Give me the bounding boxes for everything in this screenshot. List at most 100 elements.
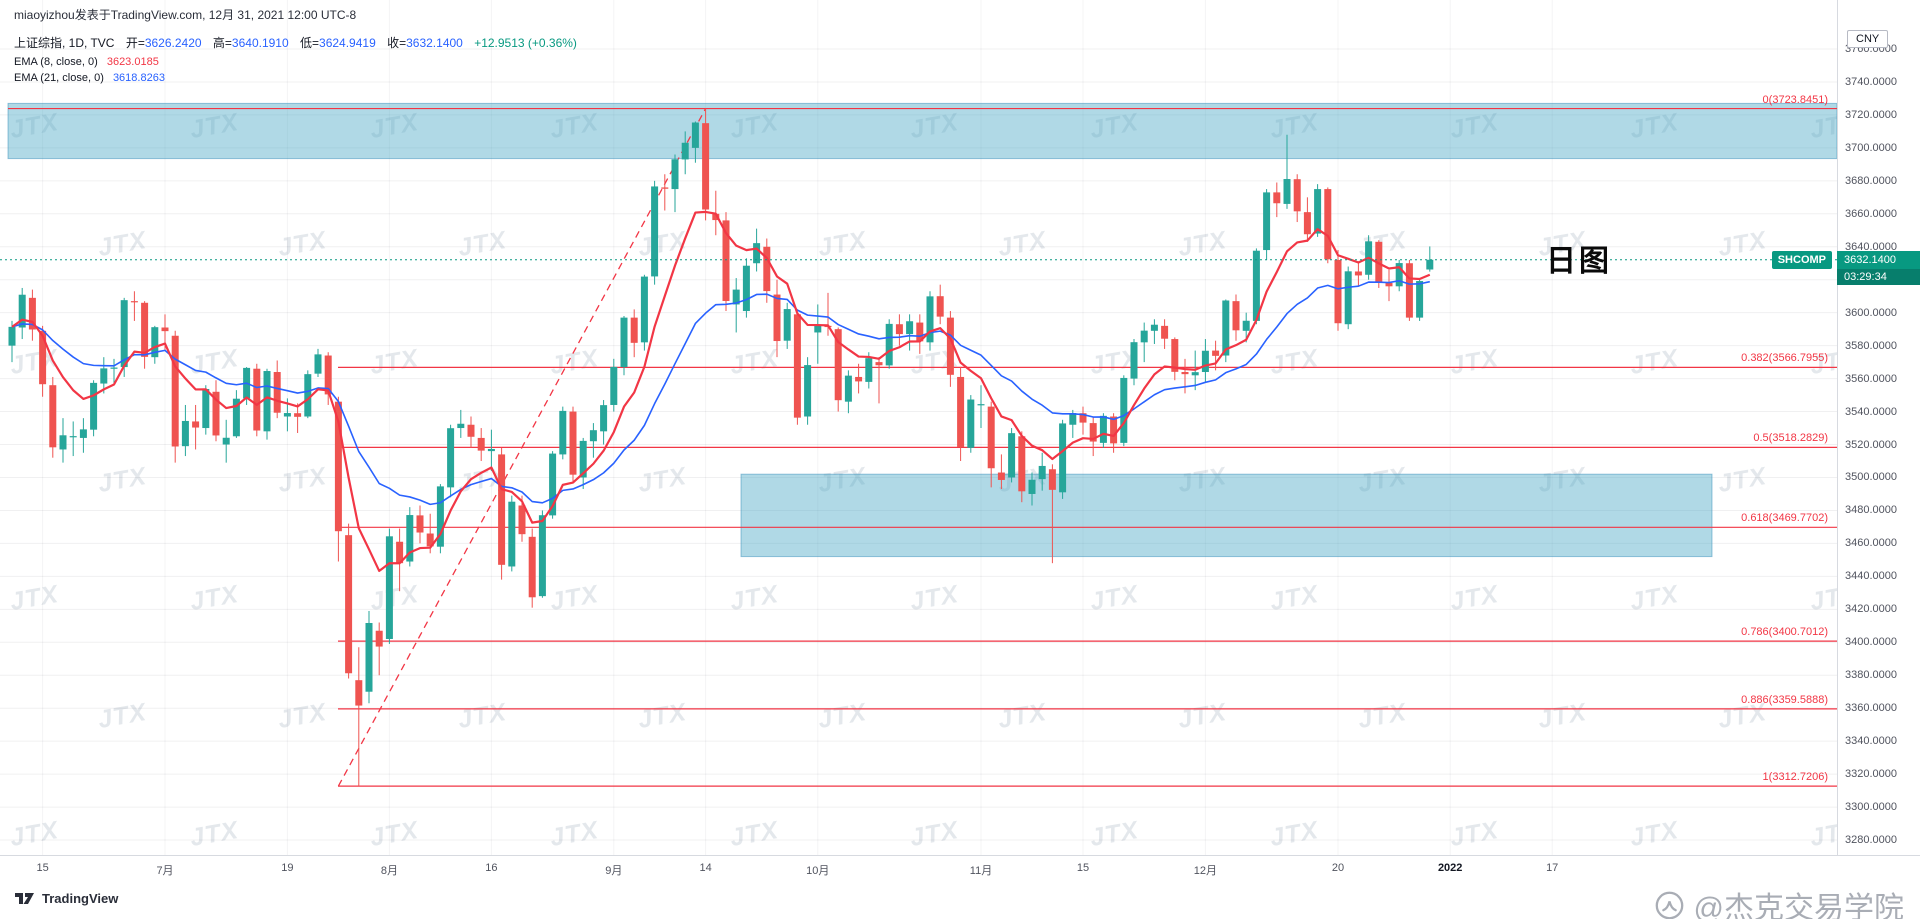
candle-body [742,265,750,312]
close-value: 3632.1400 [406,36,463,50]
last-price-badge[interactable]: SHCOMP 3632.1400 03:29:34 [1771,251,1920,285]
price-axis-label: 3500.0000 [1845,471,1897,484]
candle-body [396,541,404,564]
price-axis[interactable]: 3760.0000 3740.0000 3720.0000 3700.0000 3680… [1837,0,1920,855]
price-axis-label: 3700.0000 [1845,141,1897,154]
candle-body [691,122,699,148]
time-axis-label: 11月 [969,865,993,877]
candle-body [498,454,506,565]
chart-legend: miaoyizhou发表于TradingView.com, 12月 31, 20… [14,6,577,88]
candle-body [1273,192,1281,204]
ema21-value: 3618.8263 [112,72,165,84]
ema21-line [11,279,1430,506]
byline: miaoyizhou发表于TradingView.com, 12月 31, 20… [14,8,357,22]
close-label: 收= [387,36,407,50]
candle-body [640,276,648,343]
ema8-line [11,210,1431,573]
symbol-title[interactable]: 上证综指, 1D, TVC [14,36,115,50]
candle-body [192,421,200,428]
time-axis-label: 9月 [605,865,623,877]
price-axis-label: 3540.0000 [1845,405,1897,418]
candle-body [1232,301,1240,331]
bar-countdown: 03:29:34 [1837,269,1920,285]
candle-body [671,159,679,190]
time-axis[interactable]: 15 7月 19 8月 16 9月 14 10月 11月 15 12月 20 2022 17 [0,855,1920,883]
supply-demand-zone [7,102,1837,160]
indicator-ema21[interactable]: EMA (21, close, 0) 3618.8263 [14,72,577,84]
candle-body [79,429,87,438]
candle-body [1314,189,1322,234]
currency-label[interactable]: CNY [1847,30,1889,48]
candle-body [1130,342,1138,379]
chart-canvas[interactable]: JTX JTX JTX JTX JTX JTX JTX JTX JTX JTX JTX JTX JTX J… [0,0,1837,855]
symbol-row: 上证综指, 1D, TVC 开=3626.2420 高=3640.1910 低=… [14,34,577,51]
candle-body [69,436,77,438]
price-axis-label: 3320.0000 [1845,768,1897,781]
candle-body [28,297,36,330]
candle-body [447,428,455,488]
candle-body [141,302,149,357]
candle-body [997,472,1005,480]
candle-body [130,301,138,303]
price-axis-label: 3720.0000 [1845,108,1897,121]
ohlc-low: 低=3624.9419 [300,36,376,50]
candle-body [855,376,863,382]
price-axis-label: 3440.0000 [1845,570,1897,583]
candle-body [1416,281,1424,318]
ohlc-close: 收=3632.1400 [387,36,463,50]
candle-body [1303,212,1311,235]
candle-body [977,404,985,406]
candle-body [722,220,730,301]
candle-body [100,368,108,384]
brand-watermark: @杰克交易学院 [1654,883,1904,919]
ema21-label: EMA (21, close, 0) [14,72,104,84]
candle-body [1385,283,1393,287]
candle-body [263,371,271,432]
price-axis-label: 3520.0000 [1845,438,1897,451]
candle-body [967,399,975,448]
tradingview-logo-icon [15,893,34,904]
indicator-ema8[interactable]: EMA (8, close, 0) 3623.0185 [14,56,577,68]
candle-body [620,317,628,368]
jtx-academy-logo-icon [1655,891,1683,919]
candle-body [436,486,444,547]
candle-body [90,382,98,430]
candle-body [334,401,342,532]
candle-body [630,317,638,343]
candle-body [1120,377,1128,443]
candle-body [773,294,781,342]
candle-body [1150,324,1158,331]
price-axis-label: 3400.0000 [1845,636,1897,649]
time-axis-label: 15 [36,862,49,874]
candle-body [589,430,597,442]
candle-body [885,323,893,366]
candle-body [1079,413,1087,423]
candle-body [59,435,67,450]
candle-body [1059,423,1067,493]
candle-body [1212,350,1220,356]
candle-body [1140,330,1148,343]
candle-body [314,354,322,374]
candle-body [763,246,771,292]
candle-body [1110,416,1118,444]
daily-chart-annotation: 日图 [1546,245,1612,278]
candle-body [1242,320,1250,331]
candle-body [1293,179,1301,212]
time-axis-label: 7月 [156,865,174,877]
tradingview-attribution[interactable]: TradingView [14,891,118,906]
open-value: 3626.2420 [144,36,202,50]
price-axis-label: 3300.0000 [1845,801,1897,814]
ema8-label: EMA (8, close, 0) [14,56,98,68]
candle-body [171,335,179,447]
candle-body [1008,433,1016,478]
candle-body [1161,325,1169,339]
candle-body [477,437,485,451]
candle-body [1171,339,1179,372]
candle-body [365,622,373,692]
candle-body [528,536,536,598]
candle-body [39,330,47,385]
time-axis-label: 17 [1546,862,1559,874]
price-axis-label: 3280.0000 [1845,834,1897,847]
candle-body [1038,465,1046,480]
candle-body [1334,259,1342,324]
